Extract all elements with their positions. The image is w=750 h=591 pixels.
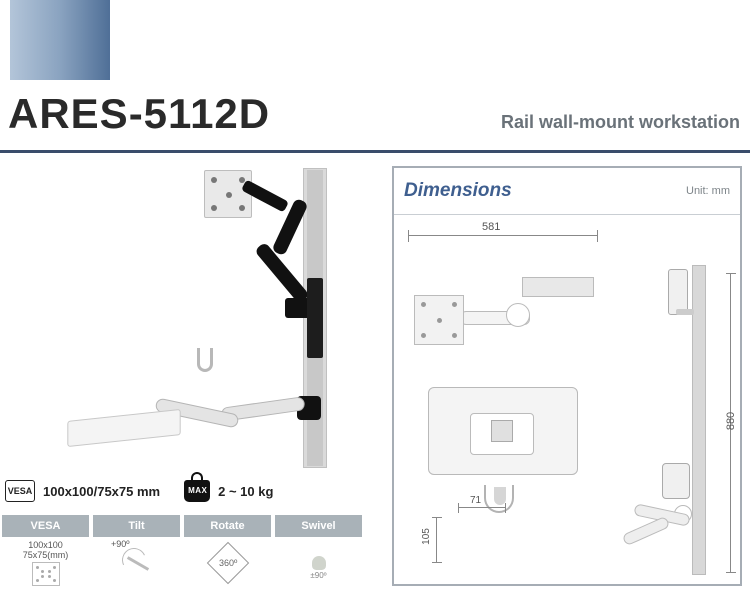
rail-dark-segment <box>307 278 323 358</box>
top-view-drawing <box>406 247 602 367</box>
tv-joint <box>506 303 530 327</box>
dim-cradle-w-value: 71 <box>470 495 481 506</box>
spec-body: +90º <box>93 537 180 589</box>
spec-head: VESA <box>2 515 89 537</box>
dim-width-rule <box>408 235 598 236</box>
dim-cradle-h-rule <box>436 517 437 563</box>
dimensions-body: 581 71 105 <box>394 215 740 585</box>
vesa-value: 100x100/75x75 mm <box>43 484 160 499</box>
rotate-icon: 360º <box>206 542 248 584</box>
product-subtitle: Rail wall-mount workstation <box>501 112 740 133</box>
sv-box <box>662 463 690 499</box>
kv-inner <box>470 413 534 455</box>
dimensions-title-bar: Dimensions Unit: mm <box>394 168 740 214</box>
product-illustration <box>5 160 385 470</box>
spec-body: 360º <box>184 537 271 589</box>
spec-col-swivel: Swivel ±90º <box>275 515 362 589</box>
spec-text: ±90º <box>310 571 326 580</box>
keyboard-top-view <box>420 383 590 523</box>
spec-col-tilt: Tilt +90º <box>93 515 180 589</box>
dim-width-value: 581 <box>482 221 500 233</box>
tv-vesa <box>414 295 464 345</box>
spec-text: 75x75(mm) <box>23 550 69 560</box>
spec-table: VESA 100x100 75x75(mm) Tilt +90º Rotate … <box>2 515 362 589</box>
dim-cradle-w-rule <box>458 507 506 508</box>
spec-inline-row: VESA 100x100/75x75 mm MAX 2 ~ 10 kg <box>5 480 273 502</box>
spec-text: 100x100 <box>28 540 63 550</box>
title-rule <box>0 150 750 153</box>
weight-badge-icon: MAX <box>184 480 210 502</box>
sv-arm2 <box>622 516 671 546</box>
dimensions-title: Dimensions <box>404 180 512 202</box>
vesa-plate <box>204 170 252 218</box>
keyboard-tray <box>67 409 180 447</box>
product-name: ARES-5112D <box>8 90 270 138</box>
dimensions-unit: Unit: mm <box>686 185 730 197</box>
spec-col-vesa: VESA 100x100 75x75(mm) <box>2 515 89 589</box>
vesa-mini-icon <box>32 562 60 586</box>
sv-rail <box>692 265 706 575</box>
spec-head: Tilt <box>93 515 180 537</box>
dimensions-panel: Dimensions Unit: mm 581 71 105 <box>392 166 742 586</box>
weight-value: 2 ~ 10 kg <box>218 484 273 499</box>
spec-body: 100x100 75x75(mm) <box>2 537 89 589</box>
tilt-icon <box>118 544 156 582</box>
spec-col-rotate: Rotate 360º <box>184 515 271 589</box>
side-view-drawing <box>618 265 728 575</box>
vesa-badge-icon: VESA <box>5 480 35 502</box>
swivel-icon: ±90º <box>304 548 334 578</box>
spec-body: ±90º <box>275 537 362 589</box>
cpu-cradle <box>197 348 213 372</box>
kv-cradle <box>484 485 514 513</box>
tv-rail <box>522 277 594 297</box>
dim-height-value: 880 <box>725 412 737 430</box>
vesa-badge-label: VESA <box>8 486 33 496</box>
sv-monitor-arm <box>676 309 694 315</box>
title-row: ARES-5112D Rail wall-mount workstation <box>8 90 750 138</box>
spec-head: Rotate <box>184 515 271 537</box>
spec-text: 360º <box>218 558 236 568</box>
accent-block <box>10 0 110 80</box>
dim-cradle-h-value: 105 <box>421 528 432 545</box>
spec-head: Swivel <box>275 515 362 537</box>
weight-badge-label: MAX <box>188 486 207 495</box>
